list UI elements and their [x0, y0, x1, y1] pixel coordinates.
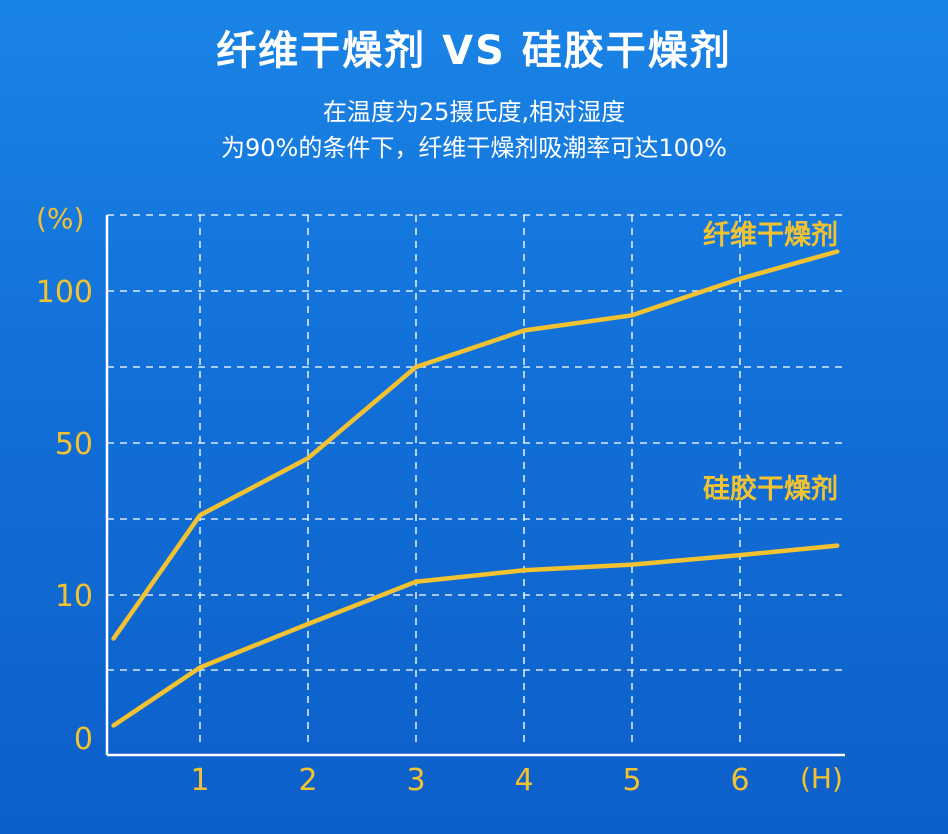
x-tick-label-6: 6 [730, 763, 749, 798]
chart-subtitle-line-1: 在温度为25摄氏度,相对湿度 [322, 98, 626, 126]
y-tick-label-10: 10 [55, 579, 93, 614]
chart-subtitle-line-2: 为90%的条件下，纤维干燥剂吸潮率可达100% [221, 134, 727, 162]
y-tick-label-50: 50 [55, 427, 93, 462]
x-tick-label-4: 4 [514, 763, 533, 798]
y-tick-label-100: 100 [36, 275, 93, 310]
series-line-2 [111, 543, 840, 728]
series-line-1 [111, 249, 840, 641]
series-label-2: 硅胶干燥剂 [703, 473, 838, 505]
x-tick-label-1: 1 [190, 763, 209, 798]
y-axis-unit: (%) [36, 202, 84, 235]
x-tick-label-3: 3 [406, 763, 425, 798]
chart-title: 纤维干燥剂 VS 硅胶干燥剂 [216, 28, 732, 74]
series-label-1: 纤维干燥剂 [703, 220, 838, 251]
x-tick-label-2: 2 [298, 763, 317, 798]
axes [105, 215, 845, 757]
y-tick-label-0: 0 [74, 722, 93, 757]
grid-lines [107, 214, 845, 743]
x-axis-unit: (H) [800, 762, 843, 795]
series-lines [111, 249, 840, 728]
x-tick-label-5: 5 [622, 763, 641, 798]
